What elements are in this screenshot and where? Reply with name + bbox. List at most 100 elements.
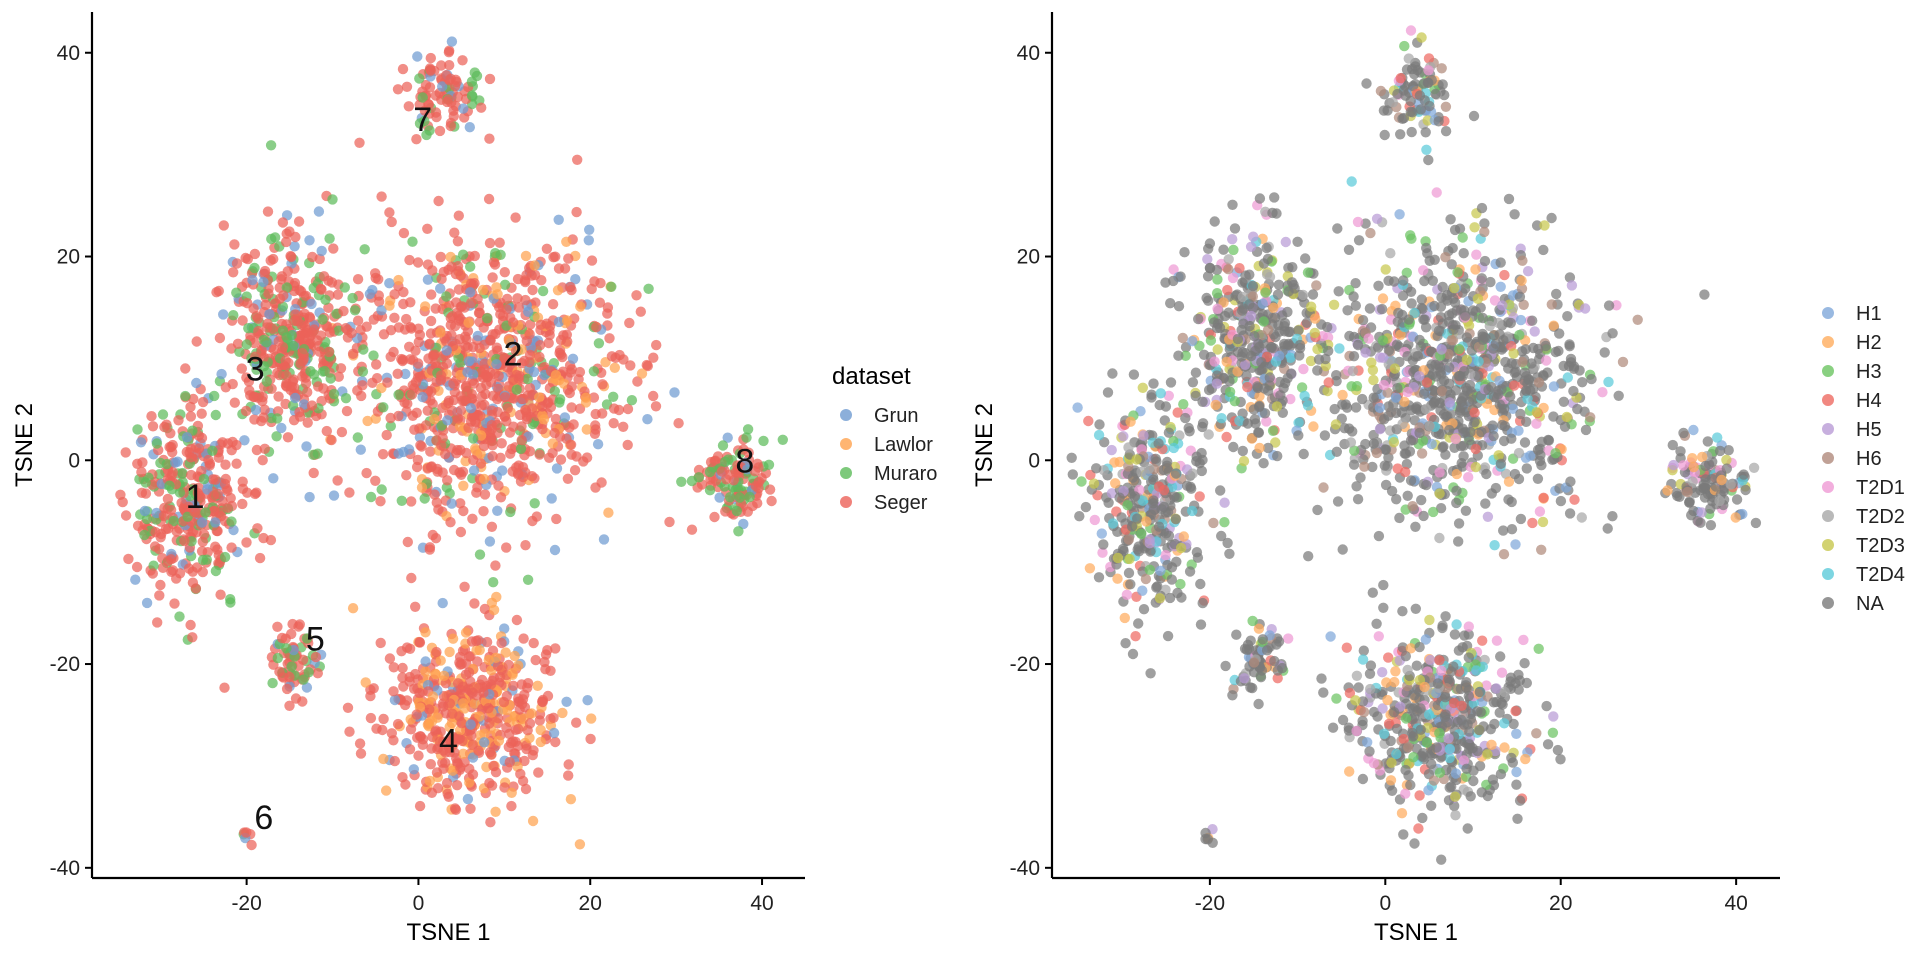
data-point bbox=[529, 260, 539, 270]
data-point bbox=[534, 352, 544, 362]
data-point bbox=[141, 488, 151, 498]
data-point bbox=[1280, 326, 1290, 336]
data-point bbox=[664, 517, 674, 527]
data-point bbox=[491, 653, 501, 663]
data-point bbox=[524, 357, 534, 367]
data-point bbox=[466, 719, 476, 729]
data-point bbox=[140, 477, 150, 487]
data-point bbox=[1091, 463, 1101, 473]
data-point bbox=[706, 457, 716, 467]
data-point bbox=[1378, 293, 1388, 303]
data-point bbox=[165, 428, 175, 438]
data-point bbox=[1510, 539, 1520, 549]
data-point bbox=[409, 764, 419, 774]
data-point bbox=[211, 410, 221, 420]
data-point bbox=[197, 433, 207, 443]
data-point bbox=[297, 348, 307, 358]
data-point bbox=[1303, 551, 1313, 561]
data-point bbox=[476, 103, 486, 113]
data-point bbox=[453, 92, 463, 102]
data-point bbox=[1496, 384, 1506, 394]
data-point bbox=[1208, 518, 1218, 528]
data-point bbox=[1483, 512, 1493, 522]
data-point bbox=[1139, 604, 1149, 614]
data-point bbox=[535, 340, 545, 350]
data-point bbox=[1406, 298, 1416, 308]
data-point bbox=[480, 489, 490, 499]
data-point bbox=[1283, 633, 1293, 643]
data-point bbox=[1443, 733, 1453, 743]
data-point bbox=[360, 244, 370, 254]
data-point bbox=[464, 667, 474, 677]
data-point bbox=[1260, 287, 1270, 297]
data-point bbox=[1461, 506, 1471, 516]
data-point bbox=[484, 778, 494, 788]
data-point bbox=[553, 285, 563, 295]
data-point bbox=[1391, 749, 1401, 759]
data-point bbox=[276, 423, 286, 433]
data-point bbox=[1220, 661, 1230, 671]
data-point bbox=[420, 493, 430, 503]
data-point bbox=[581, 397, 591, 407]
data-point bbox=[301, 378, 311, 388]
data-point bbox=[1076, 476, 1086, 486]
data-point bbox=[198, 397, 208, 407]
data-point bbox=[1282, 307, 1292, 317]
data-point bbox=[1403, 387, 1413, 397]
data-point bbox=[152, 617, 162, 627]
data-point bbox=[389, 289, 399, 299]
data-point bbox=[156, 532, 166, 542]
data-point bbox=[424, 339, 434, 349]
data-point bbox=[1538, 493, 1548, 503]
data-point bbox=[485, 536, 495, 546]
data-point bbox=[1182, 481, 1192, 491]
data-point bbox=[146, 411, 156, 421]
data-point bbox=[485, 238, 495, 248]
data-point bbox=[1508, 757, 1518, 767]
data-point bbox=[420, 627, 430, 637]
data-point bbox=[1459, 248, 1469, 258]
data-point bbox=[1514, 448, 1524, 458]
data-point bbox=[1103, 498, 1113, 508]
data-point bbox=[521, 784, 531, 794]
data-point bbox=[566, 794, 576, 804]
data-point bbox=[1375, 403, 1385, 413]
data-point bbox=[1467, 743, 1477, 753]
data-point bbox=[1464, 652, 1474, 662]
x-tick-label: -20 bbox=[231, 892, 261, 915]
data-point bbox=[209, 506, 219, 516]
data-point bbox=[1498, 335, 1508, 345]
data-point bbox=[571, 451, 581, 461]
data-point bbox=[343, 703, 353, 713]
data-point bbox=[258, 392, 268, 402]
data-point bbox=[425, 544, 435, 554]
data-point bbox=[507, 788, 517, 798]
data-point bbox=[262, 322, 272, 332]
data-point bbox=[1451, 619, 1461, 629]
data-point bbox=[554, 215, 564, 225]
data-point bbox=[550, 252, 560, 262]
data-point bbox=[1451, 486, 1461, 496]
data-point bbox=[226, 542, 236, 552]
data-point bbox=[745, 492, 755, 502]
data-point bbox=[537, 696, 547, 706]
data-point bbox=[1129, 369, 1139, 379]
data-point bbox=[170, 457, 180, 467]
data-point bbox=[1497, 668, 1507, 678]
data-point bbox=[518, 633, 528, 643]
data-point bbox=[258, 455, 268, 465]
data-point bbox=[523, 575, 533, 585]
data-point bbox=[1228, 442, 1238, 452]
data-point bbox=[381, 785, 391, 795]
data-point bbox=[452, 780, 462, 790]
data-point bbox=[422, 224, 432, 234]
data-point bbox=[1116, 512, 1126, 522]
data-point bbox=[1298, 290, 1308, 300]
data-point bbox=[492, 420, 502, 430]
data-point bbox=[1513, 426, 1523, 436]
data-point bbox=[510, 651, 520, 661]
data-point bbox=[1386, 775, 1396, 785]
data-point bbox=[268, 473, 278, 483]
data-point bbox=[1458, 232, 1468, 242]
